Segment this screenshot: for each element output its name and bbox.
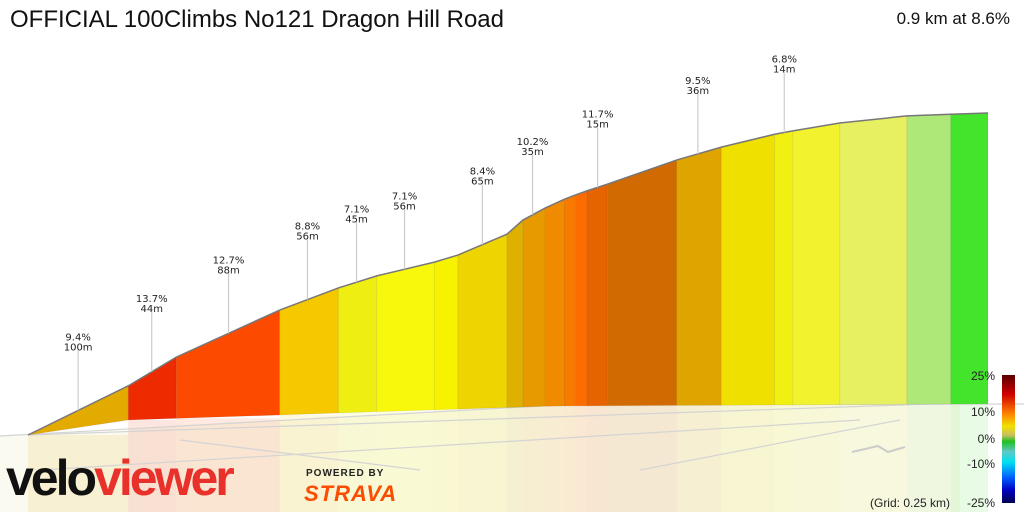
legend-tick: -25% (967, 496, 995, 510)
page-title: OFFICIAL 100Climbs No121 Dragon Hill Roa… (10, 6, 504, 33)
annotation-length: 56m (393, 201, 415, 212)
annotation-gradient: 7.1% (392, 191, 417, 202)
segment-reflection (575, 405, 587, 512)
profile-segment (433, 254, 459, 411)
profile-segment (337, 275, 378, 414)
segment-reflection (28, 435, 129, 512)
profile-segment (457, 233, 508, 410)
annotation-label: 8.4%65m (470, 167, 495, 245)
segment-reflection (792, 404, 840, 512)
segment-reflection (906, 404, 951, 512)
annotation-gradient: 11.7% (582, 109, 614, 120)
annotation-label: 7.1%45m (344, 204, 369, 283)
profile-outline (27, 112, 989, 436)
legend-tick: 0% (978, 432, 996, 446)
legend-color-bar (1002, 375, 1015, 503)
annotation-gradient: 13.7% (136, 294, 168, 305)
ground-plane (0, 402, 1024, 512)
annotation-length: 36m (687, 86, 709, 97)
annotation-length: 14m (773, 64, 795, 75)
profile-segment (950, 112, 989, 405)
annotation-label: 6.8%14m (772, 54, 797, 133)
annotation-length: 100m (64, 342, 93, 353)
powered-by-label: POWERED BY (306, 468, 385, 479)
segment-reflection (545, 406, 565, 512)
annotation-length: 56m (296, 232, 318, 243)
grid-line (179, 439, 421, 471)
climb-summary: 0.9 km at 8.6% (896, 9, 1010, 28)
profile-segment (792, 122, 841, 406)
annotation-gradient: 9.5% (685, 76, 710, 87)
annotation-label: 9.4%100m (64, 332, 93, 411)
profile-segment (606, 159, 678, 407)
segment-reflection (774, 404, 793, 512)
profile-segment (574, 190, 588, 407)
profile-segment (522, 207, 546, 408)
legend-tick: -10% (967, 457, 995, 471)
annotation-label: 9.5%36m (685, 76, 711, 154)
profile-segment (906, 113, 952, 405)
grid-line (639, 419, 901, 471)
legend-tick: 25% (971, 369, 995, 383)
segment-reflection (950, 404, 988, 512)
annotation-length: 35m (521, 147, 543, 158)
segment-reflection (376, 411, 435, 512)
logo-velo: velo (6, 450, 97, 506)
profile-segment (586, 183, 608, 407)
segment-reflection (176, 418, 280, 512)
grid-line (27, 402, 961, 436)
grid-note: (Grid: 0.25 km) (870, 496, 950, 510)
annotation-gradient: 9.4% (65, 332, 90, 343)
grid-line (0, 404, 561, 437)
segment-reflection (721, 405, 775, 512)
annotation-length: 15m (586, 119, 608, 130)
annotation-length: 45m (345, 214, 367, 225)
annotation-length: 44m (140, 304, 162, 315)
annotation-gradient: 8.4% (470, 167, 495, 178)
profile-segment (774, 130, 794, 406)
segment-reflection (839, 404, 907, 512)
profile-segment (506, 218, 524, 409)
annotation-label: 11.7%15m (582, 109, 614, 188)
veloviewer-logo[interactable]: veloviewer (6, 448, 235, 508)
logo-viewer: viewer (94, 450, 235, 506)
segment-reflection (586, 405, 608, 512)
ground-fill (0, 403, 960, 512)
annotation-label: 7.1%56m (392, 191, 417, 270)
annotations: 9.4%100m13.7%44m12.7%88m8.8%56m7.1%45m7.… (64, 54, 797, 411)
profile-segment (564, 194, 576, 407)
segment-reflection (564, 405, 576, 512)
segment-reflection (128, 419, 177, 512)
annotation-gradient: 10.2% (517, 137, 549, 148)
profile-segments (27, 112, 989, 436)
annotation-label: 13.7%44m (136, 294, 168, 372)
segment-reflection (522, 406, 546, 512)
profile-segment (544, 198, 566, 407)
annotation-gradient: 6.8% (772, 54, 797, 65)
profile-segment (839, 115, 908, 406)
annotation-label: 10.2%35m (517, 137, 549, 215)
annotation-label: 12.7%88m (213, 255, 245, 334)
annotation-gradient: 8.8% (295, 222, 320, 233)
annotation-gradient: 12.7% (213, 255, 245, 266)
segment-reflection (607, 405, 677, 512)
profile-segment (720, 133, 776, 406)
strava-logo[interactable]: STRAVA (304, 481, 398, 506)
segment-reflection (457, 409, 507, 512)
segment-reflection (434, 409, 458, 512)
grid-line (851, 444, 906, 454)
segment-reflection (279, 414, 339, 512)
annotation-length: 88m (217, 265, 239, 276)
gradient-legend: 25% 10% 0% -10% -25% (Grid: 0.25 km) (870, 369, 1015, 510)
annotation-label: 8.8%56m (295, 222, 320, 300)
annotation-length: 65m (471, 177, 493, 188)
grid-line (39, 419, 861, 471)
profile-segment (676, 146, 722, 406)
profile-segment (376, 261, 435, 413)
segment-reflection (506, 407, 523, 512)
annotation-gradient: 7.1% (344, 204, 369, 215)
legend-tick: 10% (971, 405, 995, 419)
